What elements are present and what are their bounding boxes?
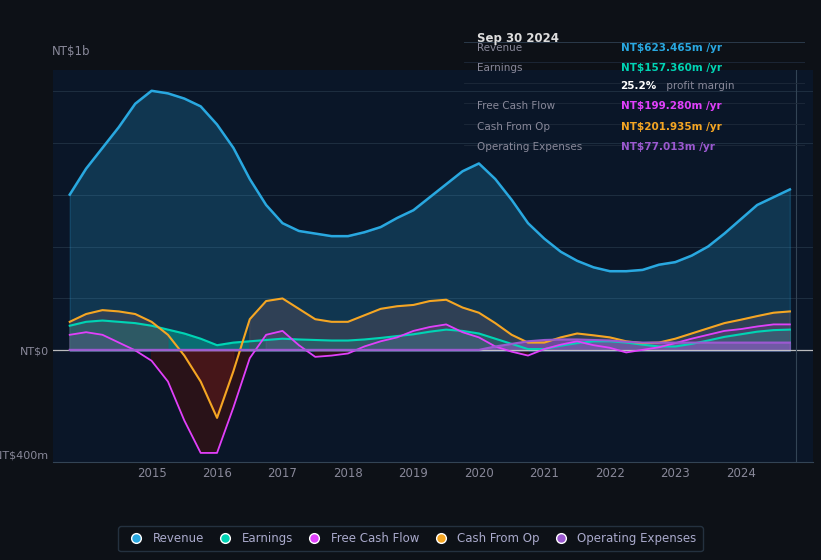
Text: 25.2%: 25.2%: [621, 81, 657, 91]
Text: Sep 30 2024: Sep 30 2024: [478, 31, 559, 45]
Text: Cash From Op: Cash From Op: [478, 122, 551, 132]
Text: NT$77.013m /yr: NT$77.013m /yr: [621, 142, 714, 152]
Text: NT$199.280m /yr: NT$199.280m /yr: [621, 101, 721, 111]
Text: NT$1b: NT$1b: [52, 45, 90, 58]
Text: profit margin: profit margin: [663, 81, 735, 91]
Legend: Revenue, Earnings, Free Cash Flow, Cash From Op, Operating Expenses: Revenue, Earnings, Free Cash Flow, Cash …: [118, 526, 703, 551]
Text: Earnings: Earnings: [478, 63, 523, 73]
Text: Revenue: Revenue: [478, 43, 523, 53]
Text: NT$201.935m /yr: NT$201.935m /yr: [621, 122, 722, 132]
Text: NT$623.465m /yr: NT$623.465m /yr: [621, 43, 722, 53]
Text: Operating Expenses: Operating Expenses: [478, 142, 583, 152]
Text: Free Cash Flow: Free Cash Flow: [478, 101, 556, 111]
Text: NT$157.360m /yr: NT$157.360m /yr: [621, 63, 722, 73]
